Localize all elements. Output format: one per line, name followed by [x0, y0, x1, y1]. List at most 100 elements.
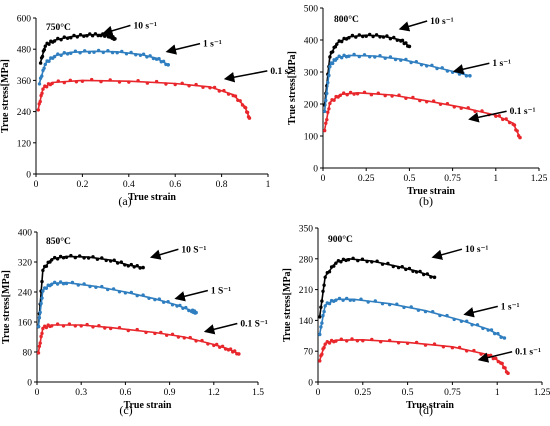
data-point [217, 89, 221, 93]
data-point [117, 326, 122, 330]
data-point [55, 257, 60, 261]
data-point [512, 123, 517, 127]
strain-rate-label: 10 s⁻¹ [133, 21, 157, 31]
panel-caption: (d) [419, 403, 433, 417]
data-point [361, 339, 365, 343]
data-point [373, 55, 377, 59]
data-point [423, 343, 428, 347]
x-axis-label: True strain [128, 192, 176, 203]
y-axis-label: True stress[MPa] [1, 270, 12, 344]
data-point [418, 98, 422, 103]
data-point [337, 296, 342, 301]
data-point [445, 313, 449, 318]
strain-rate-label: 10 s⁻¹ [430, 17, 454, 27]
x-tick-label: 0.4 [123, 180, 135, 190]
data-point [86, 256, 91, 260]
data-point [40, 91, 44, 96]
data-point [218, 345, 222, 349]
data-point [396, 341, 401, 345]
data-point [73, 49, 78, 53]
data-point [380, 262, 385, 266]
data-point [425, 64, 429, 68]
y-tick-label: 80 [23, 349, 33, 359]
data-point [452, 105, 456, 109]
data-point [507, 120, 512, 125]
data-point [109, 326, 113, 331]
strain-rate-label: 0.1 s⁻¹ [515, 348, 541, 358]
x-tick-label: 1.5 [252, 388, 264, 398]
data-point [56, 36, 60, 41]
data-point [404, 267, 408, 272]
data-point [328, 55, 332, 59]
data-point [350, 33, 355, 38]
data-point [78, 51, 82, 55]
data-point [73, 255, 78, 260]
data-point [399, 58, 403, 62]
data-point [432, 275, 437, 280]
data-point [240, 103, 245, 107]
data-point [445, 69, 450, 73]
data-point [40, 331, 44, 336]
data-point [345, 296, 349, 301]
data-point [37, 82, 42, 86]
data-point [38, 99, 42, 104]
data-point [43, 44, 47, 48]
data-point [374, 33, 379, 37]
x-axis-label: True strain [124, 400, 172, 411]
x-tick-label: 1 [493, 174, 498, 184]
data-point [438, 102, 443, 107]
strain-rate-label: 10 S⁻¹ [181, 245, 206, 255]
y-tick-label: 280 [299, 255, 314, 265]
data-point [53, 255, 57, 260]
x-tick-label: 1.25 [534, 388, 550, 398]
x-tick-label: 0.25 [354, 388, 371, 398]
data-point [67, 322, 72, 326]
data-point [233, 94, 238, 98]
data-point [499, 335, 503, 339]
data-point [58, 280, 63, 284]
data-point [176, 335, 181, 339]
data-point [402, 305, 406, 310]
x-tick-label: 0.6 [169, 180, 181, 190]
data-point [147, 296, 151, 300]
data-point [494, 114, 498, 118]
data-point [333, 45, 338, 49]
temperature-label: 800°C [334, 14, 359, 25]
data-point [486, 328, 490, 332]
data-point [465, 349, 469, 353]
data-point [136, 79, 140, 83]
data-point [115, 51, 119, 55]
data-point [194, 339, 198, 343]
data-point [321, 313, 325, 318]
data-point [368, 55, 372, 59]
data-point [88, 32, 92, 36]
annotation-arrow [174, 289, 209, 302]
series-line [319, 298, 505, 339]
data-point [383, 56, 387, 60]
y-tick-label: 160 [18, 319, 33, 329]
data-point [59, 38, 63, 42]
data-point [194, 310, 198, 315]
data-point [319, 325, 323, 329]
data-point [381, 35, 386, 39]
data-point [109, 259, 113, 263]
data-point [459, 319, 464, 323]
y-tick-label: 210 [299, 286, 314, 296]
data-point [132, 265, 136, 269]
data-point [126, 328, 130, 333]
data-point [400, 265, 404, 269]
y-tick-label: 100 [304, 133, 319, 143]
data-point [342, 91, 346, 95]
data-point [450, 346, 455, 350]
data-point [360, 257, 365, 261]
data-point [461, 71, 465, 75]
data-point [119, 260, 124, 264]
data-point [362, 53, 367, 57]
data-point [43, 62, 47, 67]
data-point [228, 347, 233, 351]
y-tick-label: 480 [17, 46, 32, 56]
data-point [178, 303, 182, 308]
data-point [441, 345, 446, 349]
data-point [373, 299, 377, 303]
data-point [506, 371, 510, 376]
